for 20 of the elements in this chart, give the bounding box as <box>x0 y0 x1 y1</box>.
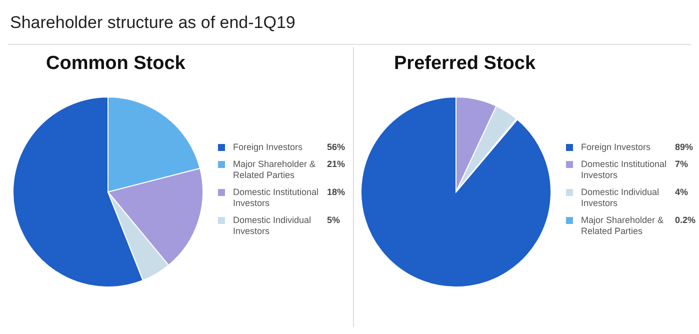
legend-label: Foreign Investors <box>581 142 652 153</box>
chart-title: Preferred Stock <box>394 53 536 75</box>
legend-label: Domestic Individual Investors <box>233 215 312 237</box>
data-label: 89% <box>675 142 694 152</box>
data-label: 21% <box>327 159 346 169</box>
data-label: 18% <box>327 187 346 197</box>
chart-title: Shareholder structure as of end-1Q19 <box>8 8 691 45</box>
legend-label: Major Shareholder & Related Parties <box>233 159 317 181</box>
pie-slice <box>360 96 552 288</box>
legend-label: Foreign Investors <box>233 142 304 153</box>
legend-label: Domestic Institutional Investors <box>233 187 320 209</box>
chart-subtitle: Common Stock <box>46 53 186 75</box>
legend-label: Major Shareholder & Related Parties <box>581 215 665 237</box>
data-label: 7% <box>675 159 688 169</box>
legend-label: Domestic Individual Investors <box>581 187 660 209</box>
data-label: 4% <box>675 187 688 197</box>
data-label: 56% <box>327 142 346 152</box>
data-label: 5% <box>327 215 340 225</box>
legend-label: Domestic Institutional Investors <box>581 159 668 181</box>
data-label: 0.2% <box>675 215 696 225</box>
